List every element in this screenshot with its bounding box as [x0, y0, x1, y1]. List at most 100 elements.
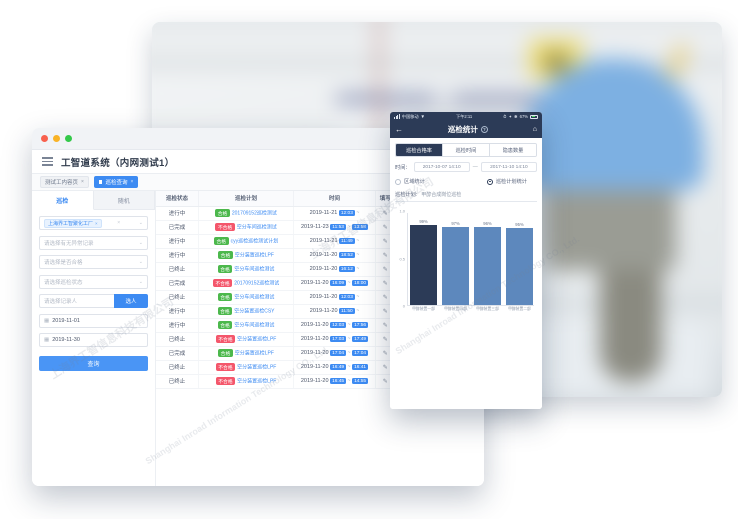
chart-bar[interactable] [505, 228, 533, 306]
plan-name[interactable]: 空分车间巡检测试 [234, 294, 275, 301]
cell-time: 2019-11-20 17:04 ~ 17:04 [293, 346, 376, 361]
x-axis-line [407, 305, 534, 306]
mobile-title: 巡检统计 [447, 125, 478, 134]
inspection-status-select[interactable]: 请选择巡检状态 ⌄ [39, 274, 148, 289]
date-to-input[interactable]: ▦ 2019-11-30 [39, 333, 148, 347]
date-from-input[interactable]: ▦ 2019-11-01 [39, 313, 148, 328]
time-badge: 11:53 [330, 224, 346, 231]
abnormal-record-select[interactable]: 请选择有无异常记录 ⌄ [39, 235, 148, 250]
cell-time: 2019-11-20 16:45 ~ 14:55 [293, 374, 376, 389]
cell-plan: 合格 空分车间巡检测试 [198, 290, 295, 305]
breadcrumb: 测试工内容页 × 巡检查询 × [32, 174, 484, 191]
tab-inspection[interactable]: 巡检 [32, 191, 94, 210]
radio-plan-stats[interactable]: 巡检计划统计 [486, 178, 527, 185]
status-badge: 合格 [218, 251, 233, 259]
edit-icon[interactable]: ✎ [382, 364, 388, 371]
chart-bar-column[interactable]: 96% [473, 213, 502, 306]
cell-status: 已终止 [156, 290, 200, 305]
edit-icon[interactable]: ✎ [382, 266, 388, 273]
chevron-down-icon[interactable]: ⌄ [138, 278, 143, 285]
chevron-down-icon[interactable]: ⌄ [138, 220, 143, 226]
select-person-button[interactable]: 选人 [114, 294, 148, 308]
close-button[interactable] [41, 135, 48, 142]
query-button[interactable]: 查询 [39, 355, 148, 371]
edit-icon[interactable]: ✎ [382, 252, 388, 259]
mobile-date-to[interactable]: 2017-11-10 14:10 [480, 162, 538, 172]
chevron-down-icon[interactable]: ⌄ [138, 259, 143, 265]
plan-name[interactable]: cyy巡检巡检测试计划 [230, 238, 279, 245]
plan-name[interactable]: 空分装置巡检LPF [237, 364, 277, 371]
date-to-value: 2019-11-30 [52, 337, 80, 343]
question-circle-icon[interactable]: ? [480, 126, 488, 133]
filter-sidebar: 巡检 随机 上海界工智聚化工厂 × × ⌄ 请选择有无异常记录 ⌄ [32, 191, 156, 486]
arrow-left-icon[interactable]: ← [395, 125, 403, 134]
chart-bar-column[interactable]: 95% [505, 213, 533, 306]
close-icon[interactable]: × [95, 220, 98, 226]
edit-icon[interactable]: ✎ [382, 280, 388, 287]
plan-name[interactable]: 201709152巡检测试 [234, 280, 280, 287]
edit-icon[interactable]: ✎ [382, 238, 388, 245]
cell-status: 已完成 [156, 276, 200, 291]
plan-name[interactable]: 空分车间巡检测试 [234, 266, 275, 273]
x-axis-labels: 甲醇装置一部 甲醇装置四部 甲醇装置三部 甲醇装置二部 [410, 307, 533, 319]
tab-risk-count[interactable]: 隐患数量 [490, 144, 536, 156]
plan-name[interactable]: 空分车间巡检测试 [236, 224, 277, 231]
close-icon[interactable]: × [130, 179, 134, 185]
factory-select[interactable]: 上海界工智聚化工厂 × × ⌄ [39, 216, 148, 230]
chart-bar-column[interactable]: 97% [441, 213, 470, 306]
plan-name[interactable]: 空分装置巡检LPF [234, 350, 274, 357]
close-icon[interactable]: × [81, 179, 84, 185]
mobile-date-from[interactable]: 2017-10-07 14:10 [413, 162, 470, 172]
edit-icon[interactable]: ✎ [382, 322, 388, 329]
plan-name[interactable]: 201709152巡检测试 [231, 210, 277, 217]
qualified-select[interactable]: 请选择是否合格 ⌄ [39, 255, 148, 269]
cell-time: 2019-11-21 12:03 ~ [293, 206, 376, 221]
edit-icon[interactable]: ✎ [382, 294, 388, 301]
maximize-button[interactable] [65, 135, 72, 142]
status-right-group: ⏱ ✦ ✽ 67% [503, 114, 538, 119]
time-badge: 12:03 [338, 294, 355, 301]
x-tick-label: 甲醇装置一部 [412, 307, 435, 311]
clear-icon[interactable]: × [117, 220, 121, 226]
breadcrumb-tab-1[interactable]: 巡检查询 × [93, 176, 139, 188]
edit-icon[interactable]: ✎ [382, 336, 388, 343]
plan-select-row[interactable]: 巡检计划: 甲醇合成岗位巡检 [395, 191, 537, 202]
chart-bar[interactable] [410, 224, 438, 306]
cell-time: 2019-11-20 16:12 ~ [293, 262, 376, 277]
cell-plan: 不合格 空分装置巡检LPF [198, 360, 295, 375]
mobile-body: 巡检合格率 巡检时间 隐患数量 时间： 2017-10-07 14:10 — 2… [390, 138, 542, 409]
minimize-button[interactable] [53, 135, 60, 142]
col-status[interactable]: 巡检状态 [156, 191, 200, 207]
col-plan[interactable]: 巡检计划 [198, 191, 295, 207]
chart-bar[interactable] [473, 227, 502, 306]
cell-status: 进行中 [156, 248, 200, 263]
edit-icon[interactable]: ✎ [382, 378, 388, 385]
plan-name[interactable]: 空分装置巡检LPF [237, 336, 277, 343]
edit-icon[interactable]: ✎ [382, 308, 388, 315]
edit-icon[interactable]: ✎ [382, 350, 388, 357]
x-tick-label: 甲醇装置二部 [508, 307, 531, 311]
tab-inspect-time[interactable]: 巡检时间 [443, 144, 490, 156]
breadcrumb-tab-0[interactable]: 测试工内容页 × [40, 176, 89, 188]
edit-icon[interactable]: ✎ [382, 224, 388, 231]
factory-tag[interactable]: 上海界工智聚化工厂 × [44, 218, 102, 228]
col-time[interactable]: 时间 [293, 191, 376, 207]
hamburger-icon[interactable] [42, 157, 53, 166]
plan-name[interactable]: 空分装置巡检CSY [234, 308, 275, 315]
tab-random[interactable]: 随机 [93, 191, 155, 209]
tab-pass-rate[interactable]: 巡检合格率 [396, 144, 443, 156]
bar-value-label: 96% [483, 221, 492, 227]
chart-bar[interactable] [441, 226, 470, 306]
plan-name[interactable]: 空分装置巡检LPF [234, 252, 274, 259]
cell-status: 已终止 [156, 360, 200, 375]
home-icon[interactable]: ⌂ [532, 126, 537, 133]
status-badge: 不合格 [215, 377, 236, 385]
edit-icon[interactable]: ✎ [382, 210, 388, 217]
plan-name[interactable]: 空分车间巡检测试 [234, 322, 275, 329]
status-badge: 不合格 [215, 335, 236, 343]
chart-bar-column[interactable]: 99% [410, 213, 438, 306]
plan-name[interactable]: 空分装置巡检LPF [237, 378, 277, 385]
radio-area-stats[interactable]: 区域统计 [395, 178, 425, 185]
chevron-down-icon[interactable]: ⌄ [138, 239, 143, 246]
recorder-input[interactable]: 请选择记录人 [39, 294, 114, 308]
